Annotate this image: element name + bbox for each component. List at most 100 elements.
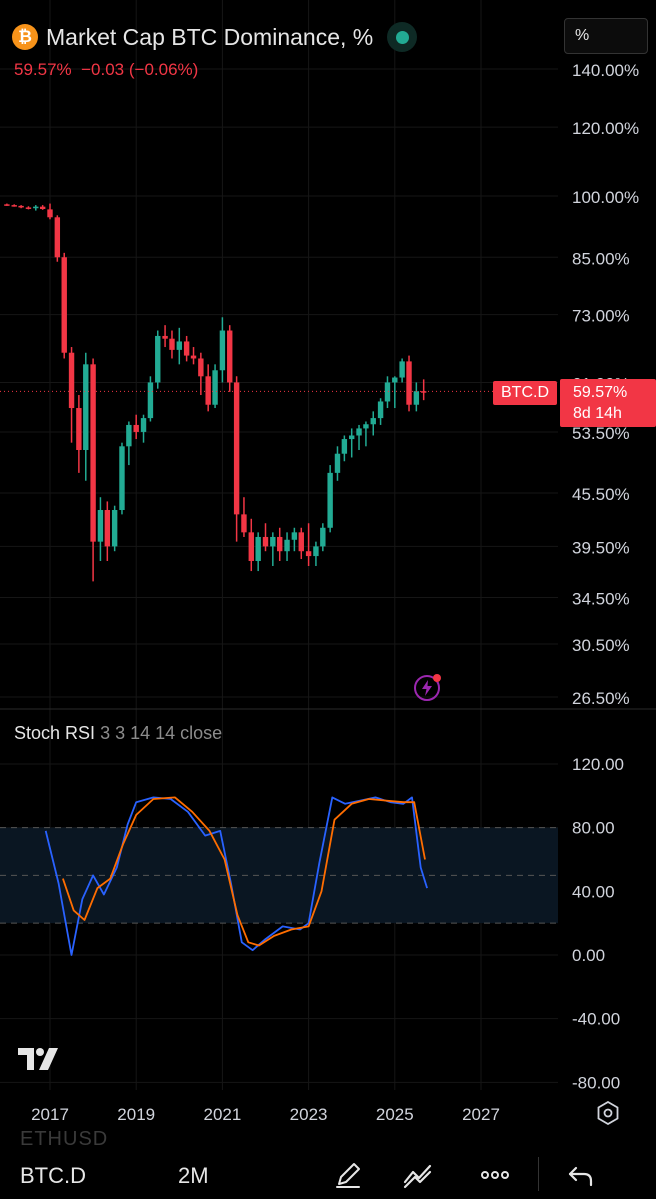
stoch-line-k — [44, 796, 428, 956]
candle-body — [219, 330, 226, 371]
candle-body — [11, 205, 17, 207]
candle-body — [162, 335, 168, 339]
indicator-axis-label: -80.00 — [572, 1073, 620, 1092]
more-icon[interactable] — [480, 1160, 510, 1190]
stoch-rsi-band — [0, 827, 558, 924]
time-axis-label: 2017 — [31, 1105, 69, 1124]
indicator-params: 3 3 14 14 close — [100, 723, 223, 743]
candle-body — [97, 510, 104, 542]
price-axis-label: 39.50% — [572, 538, 630, 557]
bitcoin-icon: ₿ — [12, 24, 38, 50]
candle-body — [54, 217, 61, 258]
candle-body — [248, 532, 254, 562]
candle-body — [176, 341, 182, 350]
chart-header: ₿ Market Cap BTC Dominance, % — [12, 22, 418, 52]
price-axis-label: 140.00% — [572, 61, 639, 80]
indicator-title[interactable]: Stoch RSI 3 3 14 14 close — [14, 723, 222, 744]
quote-line: 59.57% −0.03 (−0.06%) — [14, 60, 198, 80]
price-axis-label: 45.50% — [572, 485, 630, 504]
candle-body — [104, 510, 111, 547]
candle-body — [363, 424, 369, 429]
indicator-axis-label: -40.00 — [572, 1010, 620, 1029]
candle-body — [147, 382, 154, 419]
candle-body — [126, 424, 132, 447]
time-axis[interactable]: 2017 2019 2021 2023 2025 2027 — [31, 1105, 500, 1124]
symbol-button[interactable]: BTC.D — [20, 1163, 86, 1188]
candle-body — [140, 418, 147, 432]
price-axis-label: 120.00% — [572, 119, 639, 138]
indicator-axis-label: 80.00 — [572, 819, 615, 838]
candle-body — [341, 439, 348, 454]
candle-body — [33, 206, 39, 209]
indicator-axis[interactable]: 120.00 80.00 40.00 0.00 -40.00 -80.00 — [572, 755, 624, 1092]
price-axis-label: 34.50% — [572, 589, 630, 608]
candle-body — [68, 352, 75, 409]
candle-body — [183, 341, 190, 356]
last-price-tag: 59.57% 8d 14h — [560, 379, 656, 427]
time-axis-label: 2019 — [117, 1105, 155, 1124]
candle-body — [212, 370, 218, 405]
candle-body — [406, 361, 412, 405]
candle-body — [119, 446, 125, 511]
candle-body — [420, 391, 427, 393]
candle-body — [25, 207, 32, 209]
last-price-value: 59.57% — [573, 384, 628, 401]
candle-body — [377, 401, 384, 419]
tradingview-logo-icon[interactable] — [18, 1046, 66, 1072]
scale-percent-button[interactable]: % — [564, 18, 648, 54]
candle-body — [205, 376, 211, 405]
candle-body — [39, 206, 46, 209]
market-status-icon[interactable] — [387, 22, 418, 52]
symbol-price-tag: BTC.D — [493, 381, 557, 405]
candle-body — [111, 510, 118, 547]
stoch-line-d — [62, 796, 426, 947]
candle-body — [413, 391, 420, 405]
candle-body — [169, 338, 175, 350]
candle-body — [384, 382, 391, 402]
candle-body — [90, 364, 96, 542]
candle-body — [61, 257, 67, 353]
time-axis-label: 2023 — [290, 1105, 328, 1124]
toolbar-divider — [538, 1157, 539, 1191]
stoch-rsi-lines — [44, 796, 428, 956]
candle-body — [133, 424, 139, 432]
time-axis-label: 2025 — [376, 1105, 414, 1124]
candle-body — [399, 361, 405, 378]
bar-countdown: 8d 14h — [573, 405, 622, 422]
price-axis-label: 100.00% — [572, 188, 639, 207]
price-axis-label: 53.50% — [572, 424, 630, 443]
candle-body — [4, 204, 10, 206]
candle-body — [262, 536, 269, 547]
candle-body — [356, 428, 362, 436]
timeframe-button[interactable]: 2M — [178, 1163, 209, 1188]
bottom-toolbar — [0, 1148, 656, 1199]
indicator-name: Stoch RSI — [14, 723, 96, 743]
candle-body — [76, 408, 82, 450]
price-axis-label: 85.00% — [572, 249, 630, 268]
candle-body — [255, 536, 261, 562]
candle-body — [298, 532, 304, 552]
candle-body — [198, 358, 204, 377]
candle-body — [370, 418, 376, 425]
time-axis-label: 2027 — [462, 1105, 500, 1124]
price-axis-label: 73.00% — [572, 307, 630, 326]
candle-body — [313, 546, 319, 557]
price-change: −0.03 (−0.06%) — [81, 60, 199, 79]
undo-icon[interactable] — [566, 1160, 596, 1190]
candle-body — [277, 536, 283, 552]
candle-body — [291, 532, 298, 540]
indicator-axis-label: 0.00 — [572, 946, 605, 965]
candle-body — [349, 435, 355, 440]
chart-title[interactable]: Market Cap BTC Dominance, % — [46, 23, 374, 50]
ghost-symbol: ETHUSD — [20, 1128, 109, 1150]
indicator-axis-label: 40.00 — [572, 882, 615, 901]
candle-body — [392, 377, 398, 383]
pencil-icon[interactable] — [333, 1160, 363, 1190]
candle-body — [327, 472, 333, 528]
lightning-icon[interactable] — [412, 673, 442, 703]
candle-series — [4, 203, 427, 582]
price-axis-label: 30.50% — [572, 636, 630, 655]
settings-icon[interactable] — [596, 1101, 620, 1125]
trend-icon[interactable] — [403, 1160, 433, 1190]
